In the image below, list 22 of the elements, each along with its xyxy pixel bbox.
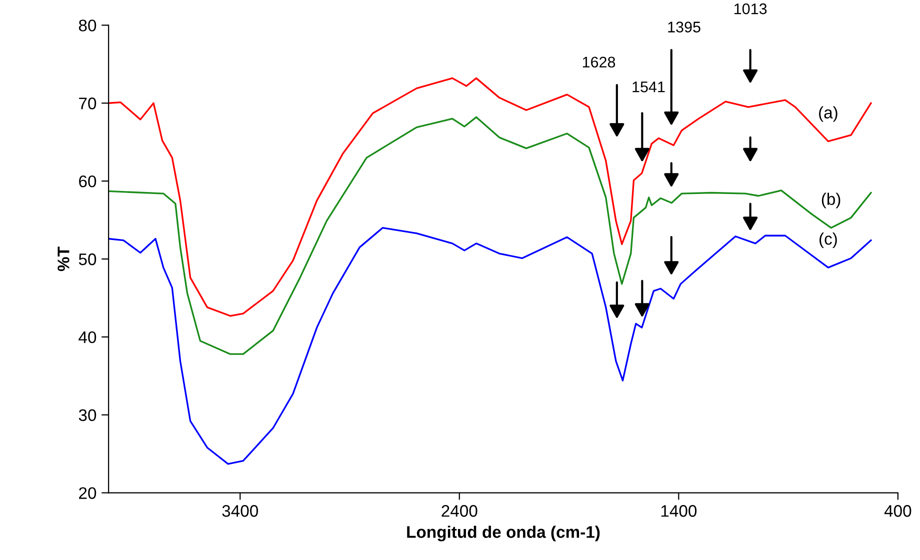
series-label: (c) [820, 232, 837, 248]
line-series [108, 77, 872, 317]
annotation: 1541 [632, 82, 665, 92]
y-tick-label: 40 [78, 331, 96, 344]
text: 1013 [734, 3, 767, 14]
y-tick-label: 30 [78, 409, 96, 422]
y-tick-label: 60 [79, 175, 96, 188]
y-tick-label: 20 [79, 487, 96, 500]
x-axis-title: Longitud de onda (cm-1) [407, 526, 600, 542]
annotation: 1395 [668, 22, 700, 32]
x-tick-label: 1400 [661, 505, 697, 517]
y-tick-label: 80 [78, 20, 96, 32]
y-axis-title: %T [58, 246, 70, 272]
x-tick-label: 400 [884, 505, 912, 517]
x-tick-label: 3400 [222, 505, 258, 517]
series-label: (a) [819, 106, 838, 122]
series-label: (b) [822, 192, 840, 208]
y-tick-label: 70 [79, 98, 96, 110]
line-series [108, 226, 872, 465]
annotation: 1628 [582, 56, 616, 68]
y-tick-label: 50 [78, 253, 96, 266]
x-tick-label: 2400 [442, 505, 478, 517]
